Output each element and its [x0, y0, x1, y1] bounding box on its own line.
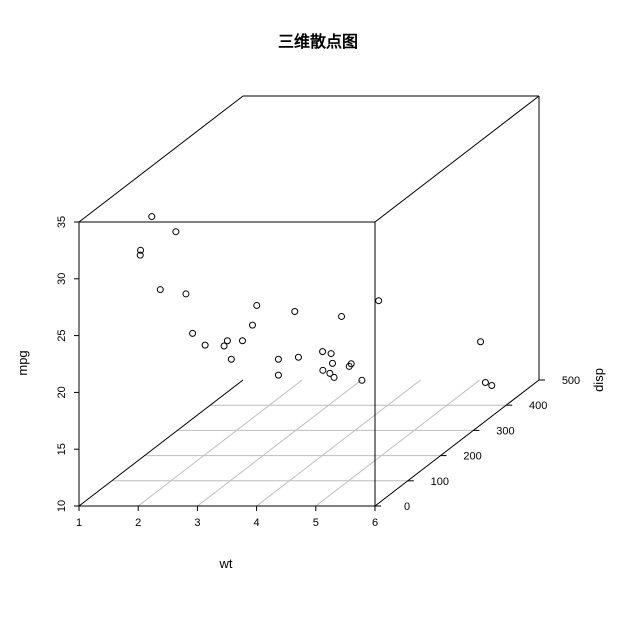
z-tick-label: 15: [56, 443, 68, 455]
x-tick-label: 3: [194, 517, 200, 529]
data-point: [477, 338, 485, 346]
data-point: [248, 321, 256, 329]
z-tick-label: 10: [56, 500, 68, 512]
floor-grid-line: [197, 379, 362, 507]
data-point: [328, 359, 336, 367]
z-tick-label: 20: [56, 386, 68, 398]
data-point: [182, 290, 190, 298]
floor-grid-line: [137, 379, 303, 507]
data-point: [358, 376, 366, 384]
x-tick-label: 4: [254, 517, 260, 529]
data-point: [338, 312, 346, 320]
x-tick-label: 6: [372, 517, 378, 529]
y-tick-label: 500: [562, 375, 580, 387]
data-point: [220, 342, 228, 350]
box-edge: [374, 95, 540, 223]
data-point: [488, 382, 496, 390]
data-point: [172, 228, 180, 236]
z-tick-label: 25: [56, 329, 68, 341]
data-point: [137, 246, 145, 254]
x-tick-label: 5: [313, 517, 319, 529]
data-point: [253, 301, 261, 309]
floor-grid-line: [315, 379, 481, 507]
data-point: [201, 341, 209, 349]
box-edge: [78, 95, 244, 223]
z-tick-label: 30: [56, 273, 68, 285]
x-tick-label: 2: [135, 517, 141, 529]
box-edge: [374, 379, 540, 507]
plot-box: [78, 95, 540, 507]
y-tick-label: 400: [529, 400, 547, 412]
data-points: [136, 213, 496, 390]
data-point: [294, 353, 302, 361]
data-point: [238, 337, 246, 345]
y-tick-label: 200: [463, 451, 481, 463]
data-point: [347, 360, 355, 368]
data-point: [189, 329, 197, 337]
data-point: [481, 379, 489, 387]
y-tick-label: 100: [431, 476, 449, 488]
data-point: [291, 307, 299, 315]
box-edge: [78, 379, 244, 507]
data-point: [326, 369, 334, 377]
data-point: [227, 355, 235, 363]
y-tick-label: 300: [496, 425, 514, 437]
floor-grid: [111, 379, 507, 507]
data-point: [327, 350, 335, 358]
x-axis: 1 2 3 4 5 6: [76, 506, 378, 529]
data-point: [319, 348, 327, 356]
chart-title: 三维散点图: [278, 32, 358, 51]
y-axis: 0 100 200 300 400 500: [375, 375, 580, 513]
x-tick-label: 1: [76, 517, 82, 529]
z-tick-label: 35: [56, 216, 68, 228]
data-point: [375, 297, 383, 305]
z-axis-label: mpg: [15, 350, 30, 375]
data-point: [274, 355, 282, 363]
z-axis: 10 15 20 25 30 35: [56, 216, 79, 512]
floor-grid-line: [256, 379, 421, 507]
data-point: [223, 337, 231, 345]
data-point: [330, 373, 338, 381]
data-point: [156, 286, 164, 294]
x-axis-label: wt: [219, 556, 233, 571]
y-axis-label: disp: [591, 368, 606, 392]
data-point: [136, 251, 144, 259]
data-point: [148, 213, 156, 221]
y-tick-label: 0: [404, 501, 410, 513]
data-point: [274, 371, 282, 379]
data-point: [319, 366, 327, 374]
